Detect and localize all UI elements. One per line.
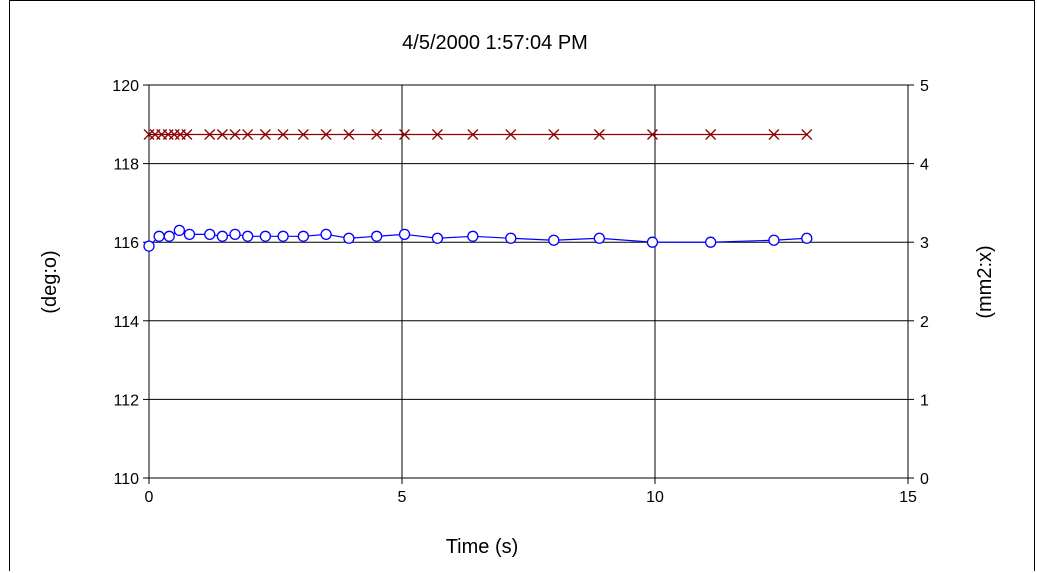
series-x-stroke [647, 129, 658, 140]
series-o-point [204, 228, 216, 240]
series-o-point [768, 234, 780, 246]
y-right-tick-label: 1 [920, 392, 929, 409]
series-x-stroke [181, 129, 193, 140]
series-x-stroke [320, 129, 332, 140]
series-x-stroke [431, 129, 443, 140]
x-axis-label: Time (s) [446, 536, 519, 558]
series-x-point [229, 129, 241, 140]
series-o-point [593, 232, 605, 244]
ticks: 0 5 10 15 110 112 114 116 118 120 0 1 2 3 4 5 [112, 78, 929, 506]
series-x-point [548, 129, 560, 140]
series-o-point [801, 232, 813, 244]
series-o-point [705, 236, 717, 248]
series-o-point [320, 228, 332, 240]
series-x-stroke [593, 129, 605, 140]
series-o-point [143, 240, 155, 252]
chart-frame [9, 0, 1035, 571]
series-x-stroke [229, 129, 241, 140]
series-o-point [229, 228, 241, 240]
y-right-tick-label: 0 [920, 471, 929, 488]
series-o-point [216, 230, 229, 242]
series-x-point [705, 129, 717, 140]
y-left-tick-label: 114 [113, 314, 139, 331]
series-o-point [505, 232, 517, 244]
series-x-stroke [259, 129, 271, 140]
series-o-point [173, 224, 186, 237]
series-layer [143, 129, 813, 252]
series-x-stroke [801, 129, 813, 140]
series-x-point [343, 129, 355, 140]
plot-area [148, 84, 909, 479]
series-x-point [297, 129, 309, 140]
series-x-point [320, 129, 332, 140]
grid [149, 85, 908, 478]
series-o-point [153, 230, 165, 242]
series-x-stroke [204, 129, 216, 140]
series-x-point [242, 129, 254, 140]
series-o-point [242, 230, 254, 242]
x-tick-label: 5 [398, 489, 407, 506]
y-left-tick-label: 120 [112, 78, 139, 95]
series-x-point [277, 129, 289, 140]
series-x-stroke [467, 129, 479, 140]
series-o-point [259, 230, 272, 242]
y-left-tick-label: 110 [113, 471, 139, 488]
series-x-point [593, 129, 605, 140]
series-x-point [768, 129, 780, 140]
x-tick-label: 10 [646, 489, 664, 506]
y-axis-label-left: (deg:o) [39, 250, 61, 313]
y-left-tick-label: 118 [113, 157, 139, 174]
series-x-point [647, 129, 658, 140]
series-o-point [646, 236, 659, 248]
series-o-point [548, 234, 560, 246]
series-x-point [431, 129, 443, 140]
y-right-tick-label: 4 [920, 157, 929, 174]
series-o-point [467, 230, 479, 242]
series-o-point [183, 228, 196, 240]
x-tick-label: 0 [145, 489, 154, 506]
series-x-point [181, 129, 193, 140]
series-x-point [399, 129, 410, 140]
series-x-stroke [505, 129, 517, 140]
series-x-stroke [768, 129, 780, 140]
series-x-stroke [343, 129, 355, 140]
series-o-point [398, 228, 411, 240]
chart-title: 4/5/2000 1:57:04 PM [402, 32, 588, 54]
y-right-tick-label: 5 [920, 78, 929, 95]
series-x-stroke [242, 129, 254, 140]
series-x-point [204, 129, 216, 140]
series-x-point [505, 129, 517, 140]
series-x-point [216, 129, 228, 140]
x-tick-label: 15 [899, 489, 917, 506]
series-o-point [343, 232, 355, 244]
series-x-point [467, 129, 479, 140]
y-right-tick-label: 2 [920, 314, 929, 331]
series-o-point [431, 232, 444, 244]
y-left-tick-label: 116 [113, 235, 139, 252]
series-x-point [259, 129, 271, 140]
series-o-point [163, 230, 175, 242]
y-left-tick-label: 112 [113, 392, 139, 409]
series-x-stroke [216, 129, 228, 140]
series-x-stroke [297, 129, 309, 140]
series-x-point [801, 129, 813, 140]
y-right-tick-label: 3 [920, 235, 929, 252]
series-x-stroke [277, 129, 289, 140]
y-axis-label-right: (mm2:x) [974, 245, 996, 318]
series-x-point [371, 129, 383, 140]
series-x-stroke [371, 129, 383, 140]
series-o-point [277, 230, 289, 242]
series-x-stroke [399, 129, 410, 140]
series-o-point [371, 230, 383, 242]
series-x-stroke [705, 129, 717, 140]
series-x-stroke [548, 129, 560, 140]
series-o-point [297, 230, 309, 242]
